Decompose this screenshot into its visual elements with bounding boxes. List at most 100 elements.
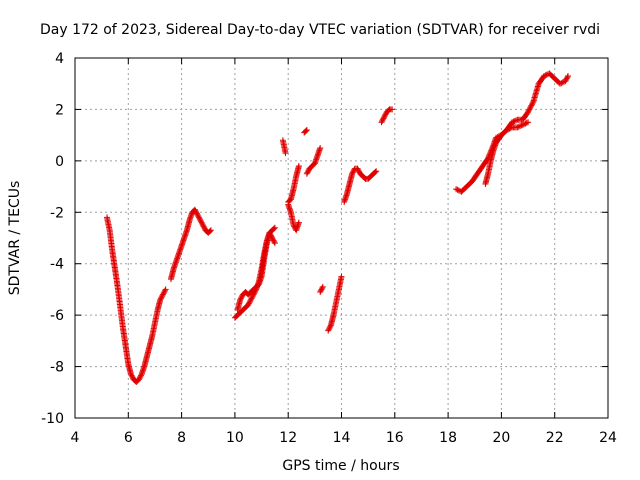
sample-point bbox=[523, 119, 530, 126]
sample-point bbox=[200, 223, 207, 230]
y-tick-label: 0 bbox=[55, 154, 64, 170]
sample-point bbox=[198, 219, 205, 226]
sample-point bbox=[161, 289, 168, 295]
y-tick-label: -8 bbox=[50, 360, 64, 376]
sample-point bbox=[325, 326, 332, 333]
x-tick-label: 12 bbox=[279, 430, 297, 446]
data-point bbox=[247, 296, 254, 303]
sample-point bbox=[326, 325, 333, 331]
data-point bbox=[525, 109, 532, 115]
sample-point bbox=[507, 125, 514, 132]
data-point bbox=[503, 127, 510, 133]
sample-point bbox=[302, 127, 309, 134]
sample-point bbox=[238, 294, 245, 301]
data-point bbox=[373, 168, 380, 175]
sample-point bbox=[201, 224, 208, 231]
data-point bbox=[197, 217, 204, 223]
sample-point bbox=[195, 213, 202, 220]
data-point bbox=[191, 206, 198, 213]
data-point bbox=[250, 291, 257, 298]
data-point bbox=[271, 240, 278, 247]
x-tick-label: 10 bbox=[226, 430, 244, 446]
sample-point bbox=[355, 166, 362, 173]
x-tick-label: 8 bbox=[177, 430, 186, 446]
data-point bbox=[378, 119, 385, 126]
sample-point bbox=[268, 233, 275, 240]
data-point bbox=[389, 106, 396, 113]
sample-point bbox=[559, 79, 566, 86]
sample-point bbox=[270, 237, 277, 244]
sample-point bbox=[160, 290, 167, 297]
sample-point bbox=[379, 116, 386, 123]
y-tick-label: 4 bbox=[55, 51, 64, 67]
data-point bbox=[317, 289, 324, 295]
sample-point bbox=[267, 231, 274, 238]
sample-point bbox=[527, 103, 534, 110]
sample-point bbox=[193, 209, 200, 216]
data-point bbox=[338, 273, 345, 280]
sample-point bbox=[137, 373, 144, 380]
sample-point bbox=[379, 118, 386, 124]
sample-point bbox=[528, 102, 535, 109]
y-axis-label: SDTVAR / TECUs bbox=[7, 181, 23, 296]
sample-point bbox=[161, 287, 168, 294]
data-point bbox=[565, 73, 572, 79]
data-point bbox=[269, 235, 276, 241]
data-point bbox=[557, 80, 564, 87]
data-point bbox=[245, 301, 252, 308]
sample-point bbox=[563, 75, 570, 82]
sample-point bbox=[511, 118, 518, 124]
sample-point bbox=[350, 168, 357, 175]
sample-point bbox=[197, 218, 204, 225]
data-point bbox=[295, 163, 302, 169]
data-point bbox=[207, 227, 214, 234]
data-point bbox=[237, 296, 244, 303]
sample-point bbox=[529, 100, 536, 106]
sample-point bbox=[196, 215, 203, 222]
sample-point bbox=[248, 295, 255, 302]
sample-point bbox=[510, 118, 517, 125]
sample-point bbox=[355, 168, 362, 175]
y-tick-label: -4 bbox=[50, 257, 64, 273]
plot-frame bbox=[74, 57, 609, 419]
sample-point bbox=[249, 294, 256, 301]
sample-point bbox=[271, 238, 278, 245]
sample-point bbox=[207, 228, 214, 235]
data-point bbox=[541, 73, 548, 79]
data-point bbox=[162, 286, 169, 293]
sample-point bbox=[137, 372, 144, 379]
x-tick-label: 20 bbox=[492, 430, 510, 446]
sample-point bbox=[305, 168, 312, 175]
sample-point bbox=[249, 292, 256, 299]
sample-point bbox=[128, 372, 135, 379]
data-point bbox=[194, 211, 201, 218]
sample-point bbox=[269, 236, 276, 243]
data-point bbox=[303, 127, 310, 133]
sample-point bbox=[522, 120, 529, 127]
sample-point bbox=[564, 74, 571, 81]
sample-point bbox=[517, 123, 524, 130]
data-point bbox=[295, 219, 302, 226]
sample-point bbox=[513, 117, 520, 124]
sample-point bbox=[506, 125, 513, 132]
data-point bbox=[519, 121, 526, 128]
sample-point bbox=[505, 126, 512, 133]
y-tick-label: -10 bbox=[41, 411, 64, 427]
x-tick-label: 14 bbox=[333, 430, 351, 446]
data-point bbox=[282, 150, 289, 157]
sample-point bbox=[304, 169, 311, 176]
sample-point bbox=[372, 169, 379, 175]
data-point bbox=[199, 222, 206, 229]
x-axis-label: GPS time / hours bbox=[282, 458, 399, 474]
sample-point bbox=[318, 286, 325, 293]
sample-point bbox=[245, 300, 252, 307]
sample-point bbox=[195, 214, 202, 221]
sample-point bbox=[521, 121, 528, 128]
sample-point bbox=[319, 285, 326, 292]
data-point bbox=[159, 291, 166, 298]
sample-point bbox=[129, 373, 136, 380]
sample-point bbox=[529, 101, 536, 108]
